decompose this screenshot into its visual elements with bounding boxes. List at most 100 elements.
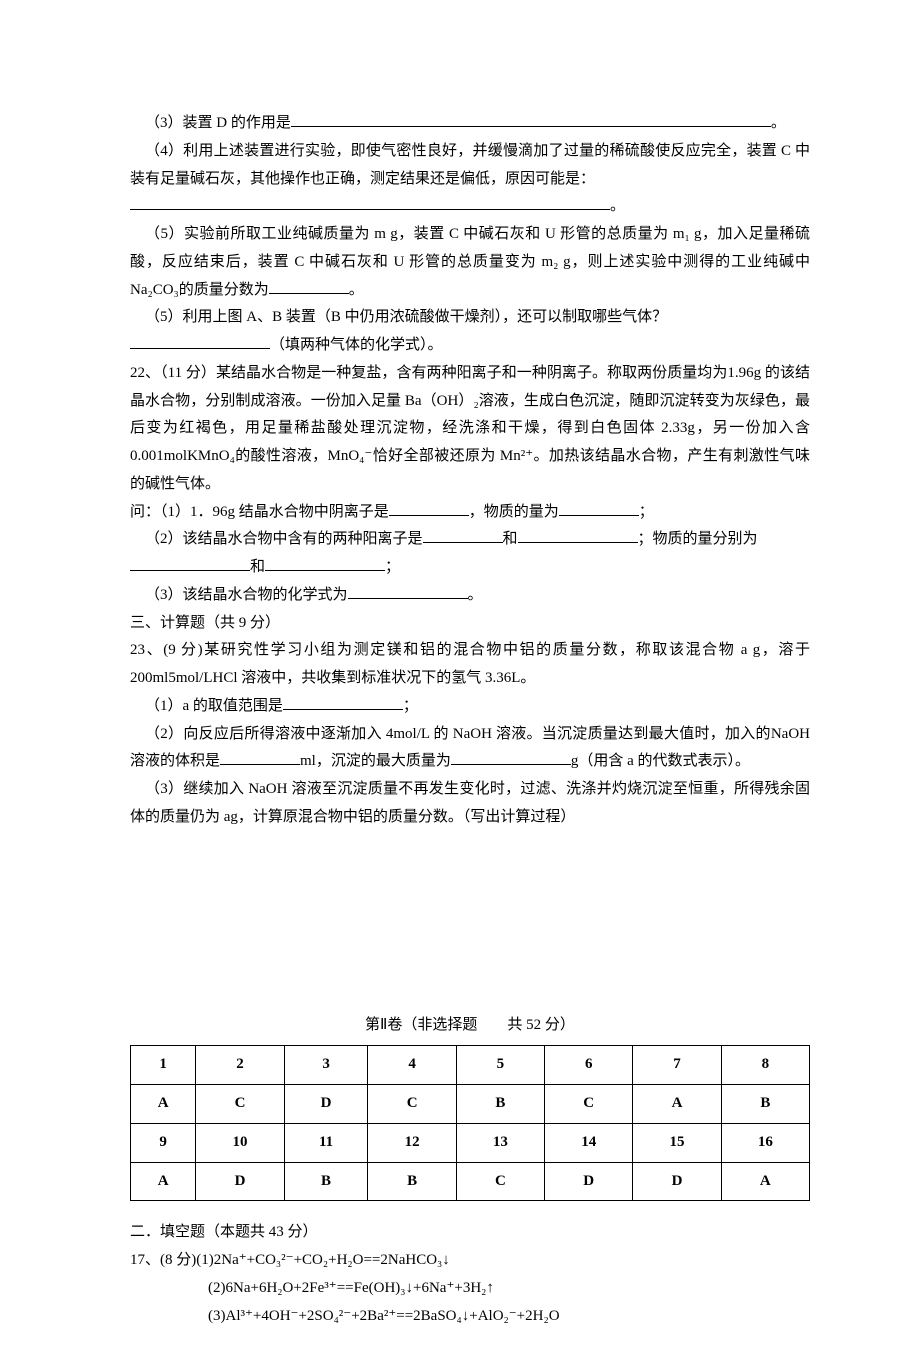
blank: [518, 527, 638, 544]
q21-5b-end: （填两种气体的化学式）。: [270, 337, 443, 353]
cell: D: [196, 1162, 284, 1201]
q21-4: （4）利用上述装置进行实验，即使气密性良好，并缓慢滴加了过量的稀硫酸使反应完全，…: [130, 138, 810, 194]
cell: 12: [368, 1123, 456, 1162]
q22-2: （2）该结晶水合物中含有的两种阳离子是 和 ；物质的量分别为: [130, 526, 810, 554]
blank: [283, 693, 403, 710]
cell: 15: [633, 1123, 721, 1162]
q23-2b: ml，沉淀的最大质量为: [300, 753, 451, 769]
q23-3: （3）继续加入 NaOH 溶液至沉淀质量不再发生变化时，过滤、洗涤并灼烧沉淀至恒…: [130, 776, 810, 832]
part2-title: 第Ⅱ卷（非选择题 共 52 分）: [365, 1017, 575, 1033]
answer-row-4: A D B B C D D A: [131, 1162, 810, 1201]
cell: 2: [196, 1046, 284, 1085]
q21-5b-blank: （填两种气体的化学式）。: [130, 332, 810, 360]
section3-heading: 三、计算题（共 9 分）: [130, 610, 810, 638]
blank: [130, 333, 270, 350]
cell: 3: [284, 1046, 368, 1085]
q21-4-blank-line: 。: [130, 193, 810, 221]
cell: B: [721, 1085, 809, 1124]
cell: 8: [721, 1046, 809, 1085]
cell: A: [721, 1162, 809, 1201]
q22-2a: （2）该结晶水合物中含有的两种阳离子是: [145, 531, 423, 547]
cell: A: [131, 1085, 196, 1124]
part2-title-wrap: 第Ⅱ卷（非选择题 共 52 分）: [130, 1012, 810, 1040]
blank: [265, 555, 385, 572]
cell: 4: [368, 1046, 456, 1085]
cell: C: [545, 1085, 633, 1124]
cell: B: [284, 1162, 368, 1201]
cell: B: [368, 1162, 456, 1201]
q23-stem: 23、(9 分)某研究性学习小组为测定镁和铝的混合物中铝的质量分数，称取该混合物…: [130, 637, 810, 693]
document-body: （3）装置 D 的作用是。 （4）利用上述装置进行实验，即使气密性良好，并缓慢滴…: [130, 110, 810, 1330]
q22-3a: （3）该结晶水合物的化学式为: [145, 587, 348, 603]
cell: 7: [633, 1046, 721, 1085]
q22-1c: ；: [639, 504, 654, 520]
blank: [130, 194, 610, 211]
blank: [130, 555, 250, 572]
q22-2-line2: 和；: [130, 554, 810, 582]
q21-5a: （5）实验前所取工业纯碱质量为 m g，装置 C 中碱石灰和 U 形管的总质量为…: [130, 221, 810, 304]
q21-4-end: 。: [610, 198, 625, 214]
answer-table: 1 2 3 4 5 6 7 8 A C D C B C A B 9 10 11 …: [130, 1045, 810, 1201]
q22-3b: 。: [468, 587, 483, 603]
q23-3-text: （3）继续加入 NaOH 溶液至沉淀质量不再发生变化时，过滤、洗涤并灼烧沉淀至恒…: [130, 781, 810, 825]
q22-1b: ，物质的量为: [469, 504, 559, 520]
blank: [269, 277, 349, 294]
cell: 14: [545, 1123, 633, 1162]
q23-1b: ；: [403, 698, 418, 714]
q23-1a: （1）a 的取值范围是: [145, 698, 283, 714]
q23-2c: g（用含 a 的代数式表示）。: [571, 753, 750, 769]
blank: [348, 582, 468, 599]
q21-3-text: （3）装置 D 的作用是: [145, 115, 291, 131]
cell: 1: [131, 1046, 196, 1085]
q17-line2: (2)6Na+6H₂O+2Fe³⁺==Fe(OH)₃↓+6Na⁺+3H₂↑: [208, 1275, 810, 1303]
q22-1a: 问：（1）1．96g 结晶水合物中阴离子是: [130, 504, 389, 520]
q21-4-text: （4）利用上述装置进行实验，即使气密性良好，并缓慢滴加了过量的稀硫酸使反应完全，…: [130, 143, 810, 187]
q21-5b-text: （5）利用上图 A、B 装置（B 中仍用浓硫酸做干燥剂），还可以制取哪些气体？: [145, 309, 667, 325]
cell: D: [545, 1162, 633, 1201]
q21-5a-text: （5）实验前所取工业纯碱质量为 m g，装置 C 中碱石灰和 U 形管的总质量为…: [130, 226, 810, 298]
q23-2: （2）向反应后所得溶液中逐渐加入 4mol/L 的 NaOH 溶液。当沉淀质量达…: [130, 721, 810, 777]
blank: [389, 499, 469, 516]
cell: C: [456, 1162, 544, 1201]
q17-eq3: (3)Al³⁺+4OH⁻+2SO₄²⁻+2Ba²⁺==2BaSO₄↓+AlO₂⁻…: [208, 1308, 560, 1324]
cell: C: [368, 1085, 456, 1124]
section2b-heading: 二．填空题（本题共 43 分）: [130, 1219, 810, 1247]
answer-row-1: 1 2 3 4 5 6 7 8: [131, 1046, 810, 1085]
cell: 5: [456, 1046, 544, 1085]
cell: 16: [721, 1123, 809, 1162]
cell: D: [633, 1162, 721, 1201]
q17-line3: (3)Al³⁺+4OH⁻+2SO₄²⁻+2Ba²⁺==2BaSO₄↓+AlO₂⁻…: [208, 1303, 810, 1331]
q23-1: （1）a 的取值范围是 ；: [130, 693, 810, 721]
cell: A: [131, 1162, 196, 1201]
cell: 10: [196, 1123, 284, 1162]
cell: C: [196, 1085, 284, 1124]
blank: [559, 499, 639, 516]
cell: A: [633, 1085, 721, 1124]
answer-row-3: 9 10 11 12 13 14 15 16: [131, 1123, 810, 1162]
blank: [423, 527, 503, 544]
cell: 9: [131, 1123, 196, 1162]
q17-head: 17、(8 分)(1)2Na⁺+CO₃²⁻+CO₂+H₂O==2NaHCO₃↓: [130, 1252, 450, 1268]
section2b-title: 二．填空题（本题共 43 分）: [130, 1224, 318, 1240]
q23-stem-text: 23、(9 分)某研究性学习小组为测定镁和铝的混合物中铝的质量分数，称取该混合物…: [130, 642, 810, 686]
q17-line1: 17、(8 分)(1)2Na⁺+CO₃²⁻+CO₂+H₂O==2NaHCO₃↓: [130, 1247, 810, 1275]
q22-2b: 和: [503, 531, 518, 547]
blank: [291, 111, 771, 128]
q22-2d: 和: [250, 559, 265, 575]
q21-3: （3）装置 D 的作用是。: [130, 110, 810, 138]
answer-row-2: A C D C B C A B: [131, 1085, 810, 1124]
cell: B: [456, 1085, 544, 1124]
blank: [451, 749, 571, 766]
q22-stem-text: 22、（11 分）某结晶水合物是一种复盐，含有两种阳离子和一种阴离子。称取两份质…: [130, 365, 810, 492]
cell: 13: [456, 1123, 544, 1162]
cell: 11: [284, 1123, 368, 1162]
q22-stem: 22、（11 分）某结晶水合物是一种复盐，含有两种阳离子和一种阴离子。称取两份质…: [130, 360, 810, 499]
blank: [220, 749, 300, 766]
q17-eq2: (2)6Na+6H₂O+2Fe³⁺==Fe(OH)₃↓+6Na⁺+3H₂↑: [208, 1280, 494, 1296]
q21-5b: （5）利用上图 A、B 装置（B 中仍用浓硫酸做干燥剂），还可以制取哪些气体？: [130, 304, 810, 332]
q22-3: （3）该结晶水合物的化学式为 。: [130, 582, 810, 610]
section3-title: 三、计算题（共 9 分）: [130, 615, 280, 631]
q22-2c: ；物质的量分别为: [638, 531, 758, 547]
q21-5a-end: 。: [349, 282, 364, 298]
q22-2e: ；: [385, 559, 400, 575]
